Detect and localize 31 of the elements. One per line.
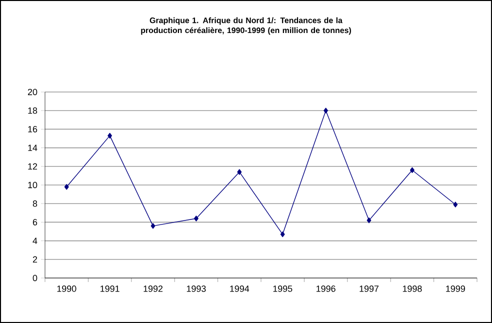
x-tick-label: 1992: [144, 286, 163, 292]
x-tick-label: 1993: [186, 286, 206, 292]
point: [108, 132, 112, 139]
point: [150, 223, 156, 229]
point: [453, 202, 458, 208]
x-tick-label: 1994: [230, 286, 250, 292]
y-tick-label: 14: [28, 144, 38, 151]
y-tick-label: 20: [28, 88, 38, 96]
point: [324, 108, 328, 114]
y-tick-label: 2: [32, 256, 38, 263]
point: [64, 184, 69, 190]
y-tick-label: 10: [28, 182, 38, 188]
x-tick-label: 1999: [446, 286, 465, 292]
y-tick-label: 8: [32, 200, 38, 207]
x-tick-label: 1996: [316, 286, 336, 292]
point: [280, 231, 285, 238]
x-tick-label: 1991: [100, 286, 120, 292]
point: [237, 169, 242, 175]
point: [194, 216, 198, 222]
y-tick-label: 0: [32, 274, 38, 282]
y-tick-label: 4: [32, 238, 38, 244]
x-tick-label: 1998: [402, 286, 422, 292]
point: [366, 217, 372, 224]
y-tick-label: 6: [32, 219, 38, 226]
x-tick-label: 1997: [360, 286, 379, 292]
y-tick-label: 16: [28, 126, 38, 132]
x-tick-label: 1995: [273, 286, 292, 292]
point: [410, 167, 414, 173]
y-tick-label: 18: [28, 107, 38, 114]
y-tick-label: 12: [28, 163, 38, 170]
x-tick-label: 1990: [57, 286, 76, 292]
